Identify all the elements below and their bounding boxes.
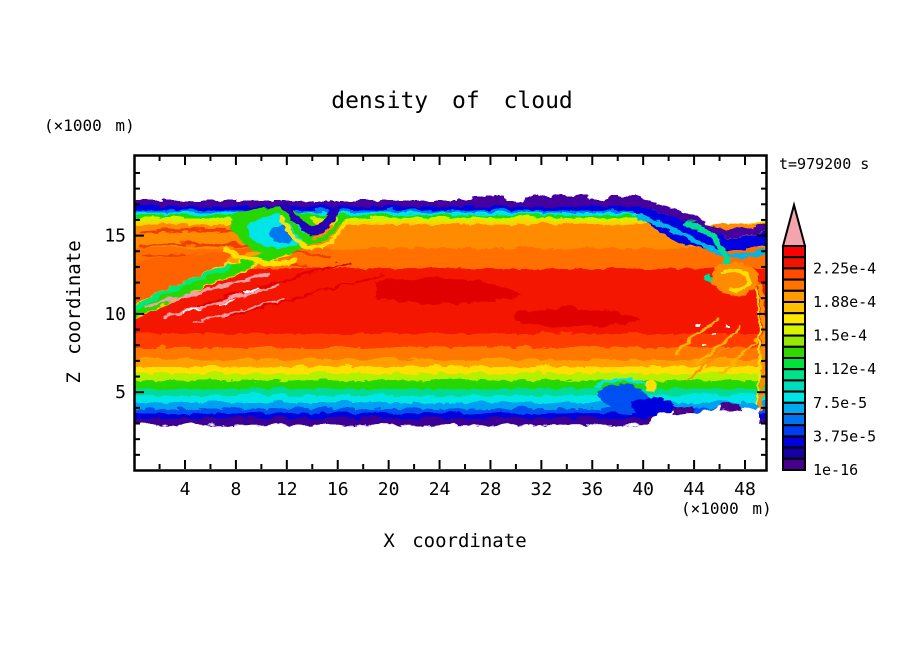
white-fleck-1	[181, 307, 199, 312]
top-fold-yellow	[278, 217, 346, 250]
colorbar-segment	[782, 256, 806, 270]
colorbar-segment	[782, 289, 806, 303]
colorbar-segment	[782, 278, 806, 292]
colorbar-segment	[782, 345, 806, 359]
bottom-notch-purple-frag-2	[718, 402, 742, 410]
z-tick-label: 5	[115, 382, 126, 403]
colorbar-over-arrow	[781, 201, 807, 247]
x-tick-label: 44	[683, 479, 705, 500]
top-raise-purple	[470, 195, 634, 205]
cloud-field	[135, 192, 766, 425]
colorbar-label: 1.12e-4	[813, 360, 876, 378]
colorbar-segment	[782, 424, 806, 438]
x-tick-label: 20	[378, 479, 400, 500]
z-tick-label: 15	[104, 226, 126, 247]
pink-streak-2	[162, 282, 278, 317]
axis-ticks	[135, 156, 766, 469]
plot-frame	[133, 154, 768, 472]
colorbar-label: 2.25e-4	[813, 259, 876, 277]
right-dip-white	[634, 192, 766, 224]
colorbar-label: 1.5e-4	[813, 327, 867, 345]
fall-streak-1	[672, 315, 718, 353]
colorbar-segment	[782, 301, 806, 315]
colorbar-label: 7.5e-5	[813, 394, 867, 412]
colorbar-segment	[782, 401, 806, 415]
colorbar-segment	[782, 390, 806, 404]
colorbar-segment	[782, 357, 806, 371]
fall-streak-3	[718, 337, 758, 375]
x-axis-unit-label: (×1000 m)	[681, 499, 772, 518]
colorbar-segment	[782, 334, 806, 348]
core-texture-streak-1	[193, 260, 350, 306]
top-fold-green	[279, 210, 343, 243]
colorbar-segment	[782, 435, 806, 449]
white-fleck-2	[217, 298, 235, 304]
z-tick-labels: 5 10 15	[104, 226, 126, 404]
top-notch-1	[310, 192, 330, 202]
pink-streak-1	[142, 270, 268, 307]
top-notch-3	[502, 192, 524, 200]
orange-zone-red-streak-2	[136, 241, 331, 259]
x-tick-label: 4	[180, 479, 191, 500]
colorbar-segment	[782, 457, 806, 471]
colorbar-segment	[782, 267, 806, 281]
left-tongue-core	[135, 263, 229, 308]
x-axis-title: X coordinate	[383, 530, 527, 552]
white-fleck-3	[241, 286, 257, 292]
top-notch-4	[584, 192, 610, 199]
colorbar-label: 1.88e-4	[813, 293, 876, 311]
x-tick-label: 32	[531, 479, 553, 500]
colorbar-segment	[782, 245, 806, 259]
core-texture-streak-2	[223, 272, 385, 316]
x-tick-label: 12	[276, 479, 298, 500]
timestamp-label: t=979200 s	[779, 155, 870, 173]
bottom-yellow-dot	[644, 378, 656, 390]
x-tick-label: 40	[632, 479, 654, 500]
z-axis-title: Z coordinate	[63, 240, 85, 384]
colorbar-segment	[782, 368, 806, 382]
right-vortex-yellow	[720, 266, 750, 291]
x-tick-label: 36	[581, 479, 603, 500]
chart-title: density of cloud	[331, 88, 573, 114]
colorbar-label: 1e-16	[813, 461, 858, 479]
colorbar-segment	[782, 323, 806, 337]
x-tick-label: 24	[429, 479, 451, 500]
x-tick-label: 28	[480, 479, 502, 500]
z-tick-label: 10	[104, 304, 126, 325]
colorbar-label: 3.75e-5	[813, 427, 876, 445]
x-tick-label: 48	[734, 479, 756, 500]
fall-streak-4	[685, 344, 727, 380]
top-notch-2	[354, 192, 370, 199]
fall-streak-2	[694, 325, 740, 365]
colorbar-segment	[782, 446, 806, 460]
left-vortex-yellow-arc	[221, 244, 295, 264]
bottom-notch-purple-frag-1	[670, 405, 694, 413]
z-axis-unit-label: (×1000 m)	[44, 116, 135, 135]
colorbar-segment	[782, 312, 806, 326]
x-tick-label: 8	[230, 479, 241, 500]
colorbar-segment	[782, 413, 806, 427]
x-tick-labels: 4 8 12 16 20 24 28 32 36 40 44 48	[180, 479, 756, 500]
core-shade-blob-2	[514, 306, 639, 326]
top-fold-navy	[280, 201, 340, 235]
right-dip-cyan	[635, 212, 766, 257]
pink-streak-3	[193, 296, 283, 322]
colorbar	[781, 201, 807, 471]
colorbar-segment	[782, 379, 806, 393]
colorbar-labels: 2.25e-4 1.88e-4 1.5e-4 1.12e-4 7.5e-5 3.75e-5…	[813, 259, 876, 479]
x-tick-label: 16	[327, 479, 349, 500]
core-shade-blob-1	[374, 277, 519, 303]
right-dip-blue	[632, 204, 766, 249]
right-edge-streak-yellow	[752, 285, 760, 403]
